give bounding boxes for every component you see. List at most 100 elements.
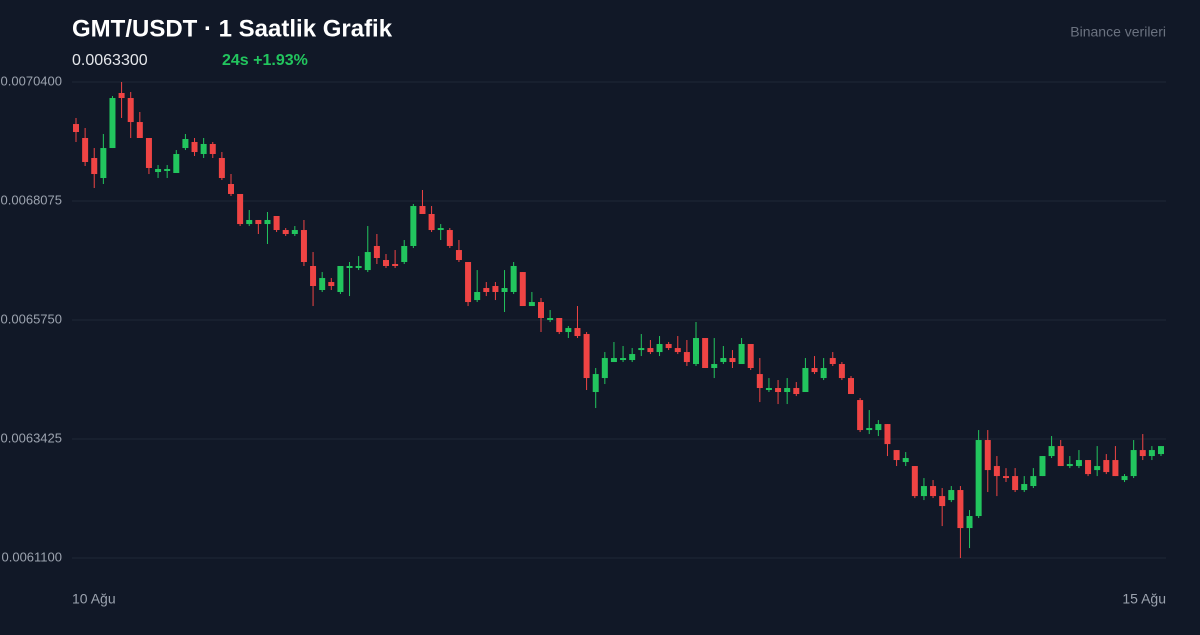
- candle-body: [182, 139, 189, 149]
- candle-body: [465, 262, 472, 303]
- candle-body: [911, 466, 918, 497]
- candle-body: [802, 368, 809, 393]
- candle-body: [665, 344, 672, 349]
- candle-body: [993, 466, 1000, 477]
- candle-body: [957, 490, 964, 529]
- candle-body: [848, 378, 854, 395]
- candle-body: [419, 206, 426, 215]
- candle-body: [145, 137, 152, 168]
- candle-body: [228, 184, 234, 194]
- candle-body: [1148, 450, 1155, 457]
- candle-body: [492, 286, 499, 293]
- y-tick-label: 0.0063425: [1, 430, 62, 445]
- candle-body: [282, 230, 289, 235]
- candle-body: [337, 266, 344, 293]
- candle-body: [519, 272, 526, 307]
- price-change: 24s +1.93%: [222, 52, 308, 69]
- candle-body: [1103, 460, 1110, 473]
- candle-body: [319, 278, 326, 291]
- candle-body: [346, 266, 353, 268]
- candle-body: [127, 98, 134, 123]
- x-tick-label: 10 Ağu: [72, 591, 116, 607]
- candle-body: [136, 122, 143, 138]
- candle-body: [711, 364, 718, 369]
- candle-body: [592, 374, 599, 393]
- candle-body: [392, 264, 399, 267]
- candle-body: [975, 440, 982, 517]
- candle-body: [118, 93, 125, 99]
- current-price: 0.0063300: [72, 52, 148, 69]
- candle-body: [100, 148, 107, 179]
- candle-body: [574, 328, 581, 337]
- candle-body: [1075, 460, 1082, 467]
- candle-body: [1158, 446, 1164, 455]
- candle-body: [629, 354, 636, 361]
- candle-body: [647, 348, 654, 353]
- candle-body: [583, 334, 590, 379]
- candle-body: [91, 158, 98, 175]
- x-tick-label: 15 Ağu: [1122, 591, 1166, 607]
- candle-body: [237, 193, 244, 225]
- candle-body: [902, 458, 909, 463]
- candle-body: [191, 141, 198, 153]
- candle-body: [401, 245, 408, 263]
- candle-body: [501, 288, 508, 293]
- candle-body: [173, 154, 180, 174]
- candle-body: [109, 98, 116, 149]
- candle-body: [82, 137, 89, 162]
- candle-body: [793, 388, 800, 395]
- candle-body: [720, 358, 727, 363]
- candle-body: [1130, 450, 1137, 477]
- candle-body: [483, 288, 490, 293]
- candle-body: [355, 266, 362, 268]
- candle-body: [1012, 476, 1019, 491]
- candle-body: [364, 252, 371, 271]
- candle-body: [200, 143, 207, 155]
- candle-body: [683, 352, 690, 363]
- candle-body: [674, 348, 681, 353]
- candle-body: [164, 169, 171, 172]
- candle-body: [939, 496, 946, 507]
- candle-body: [738, 344, 745, 365]
- candle-body: [538, 302, 544, 319]
- candle-body: [437, 228, 444, 231]
- data-source: Binance verileri: [1070, 24, 1166, 40]
- candle-body: [866, 428, 873, 431]
- candle-body: [218, 158, 225, 179]
- candle-body: [1039, 456, 1046, 477]
- candle-body: [729, 358, 736, 363]
- candle-body: [893, 450, 900, 461]
- candle-body: [747, 344, 754, 369]
- candle-body: [1112, 460, 1119, 477]
- candle-body: [656, 344, 663, 353]
- candle-body: [875, 424, 882, 431]
- candle-body: [984, 440, 991, 471]
- candle-body: [820, 368, 827, 379]
- candle-body: [528, 302, 535, 307]
- candle-body: [209, 143, 216, 155]
- candle-body: [811, 368, 818, 373]
- candle-body: [547, 318, 554, 320]
- candle-body: [857, 400, 864, 431]
- candle-body: [838, 364, 845, 379]
- candle-body: [373, 245, 380, 259]
- candle-body: [428, 214, 435, 231]
- candle-body: [1066, 464, 1073, 467]
- candle-body: [246, 219, 253, 225]
- candle-body: [300, 230, 307, 263]
- candle-body: [556, 318, 563, 333]
- candle-body: [693, 338, 699, 365]
- y-tick-label: 0.0065750: [1, 311, 62, 326]
- candle-body: [1139, 450, 1146, 457]
- candle-body: [565, 328, 572, 333]
- candle-body: [310, 266, 317, 287]
- candle-body: [328, 282, 335, 287]
- candle-body: [610, 358, 617, 363]
- candle-body: [966, 516, 973, 529]
- candle-body: [291, 230, 298, 235]
- candle-body: [784, 388, 791, 393]
- candle-body: [474, 292, 481, 301]
- candle-body: [410, 206, 417, 246]
